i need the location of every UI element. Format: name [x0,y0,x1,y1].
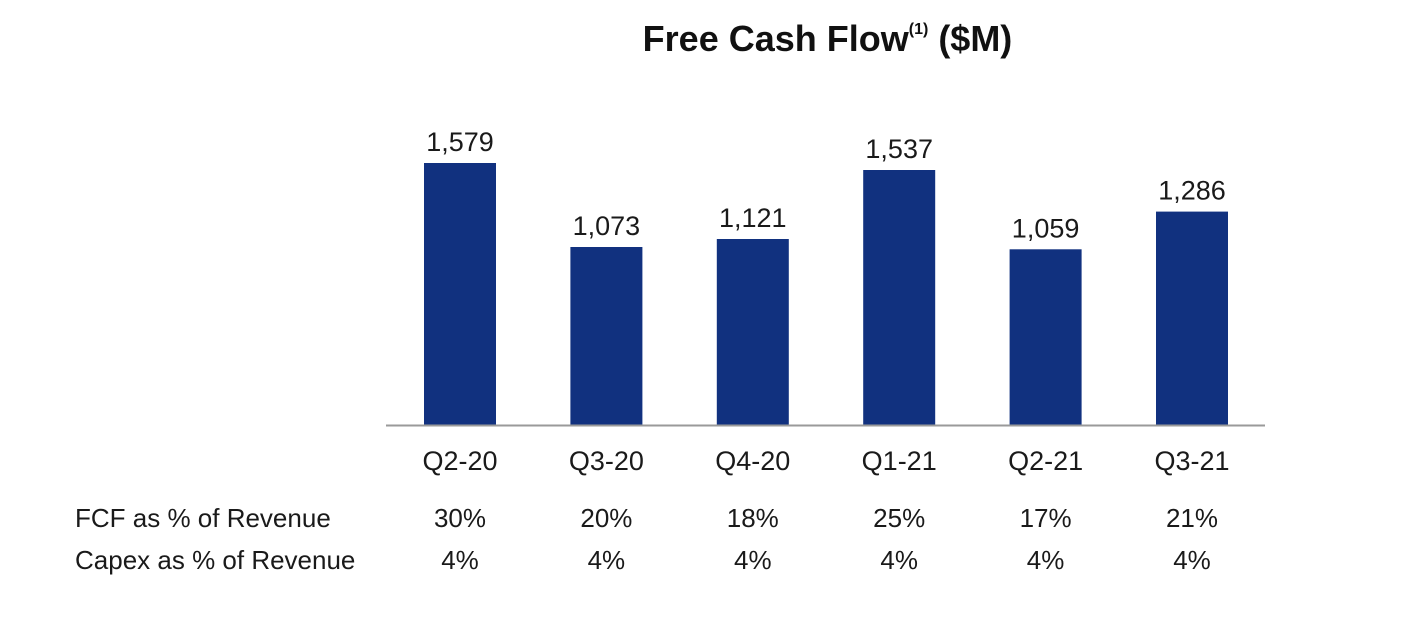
metric-cell: 20% [580,503,633,533]
metric-cell: 4% [587,545,626,575]
bar-q4-20 [716,239,789,425]
bar-q3-20 [570,247,643,425]
bar-q3-21 [1156,211,1228,425]
bar-value-label: 1,059 [1012,213,1080,243]
x-tick-label: Q3-20 [569,446,644,476]
x-tick-label: Q4-20 [715,446,790,476]
bar-value-label: 1,286 [1158,176,1226,206]
chart-title-footnote: (1) [908,21,929,38]
x-tick-label: Q1-21 [862,446,937,476]
bar-value-label: 1,121 [719,203,787,233]
chart-title-text: Free Cash Flow [642,18,909,59]
metric-cell: 21% [1165,503,1219,533]
metric-row-label: FCF as % of Revenue [75,503,331,533]
metric-cell: 4% [1173,545,1211,575]
metric-cell: 4% [441,545,479,575]
metric-cell: 17% [1019,503,1072,533]
chart-title: Free Cash Flow(1) ($M) [0,18,1410,60]
metric-cell: 25% [873,503,926,533]
bar-q1-21 [863,170,936,425]
metric-row-label: Capex as % of Revenue [75,545,356,575]
chart-title-unit: ($M) [938,18,1013,59]
metric-cell: 30% [433,503,487,533]
metric-cell: 4% [734,545,772,575]
bar-value-label: 1,579 [426,127,494,157]
bar-value-label: 1,073 [573,211,641,241]
x-tick-label: Q2-21 [1008,446,1083,476]
x-tick-label: Q2-20 [422,446,497,476]
bar-q2-20 [424,163,496,425]
bar-q2-21 [1009,249,1082,425]
metric-cell: 4% [880,545,918,575]
bar-value-label: 1,537 [865,134,933,164]
x-tick-label: Q3-21 [1154,446,1229,476]
metric-cell: 18% [726,503,779,533]
metric-cell: 4% [1026,545,1065,575]
